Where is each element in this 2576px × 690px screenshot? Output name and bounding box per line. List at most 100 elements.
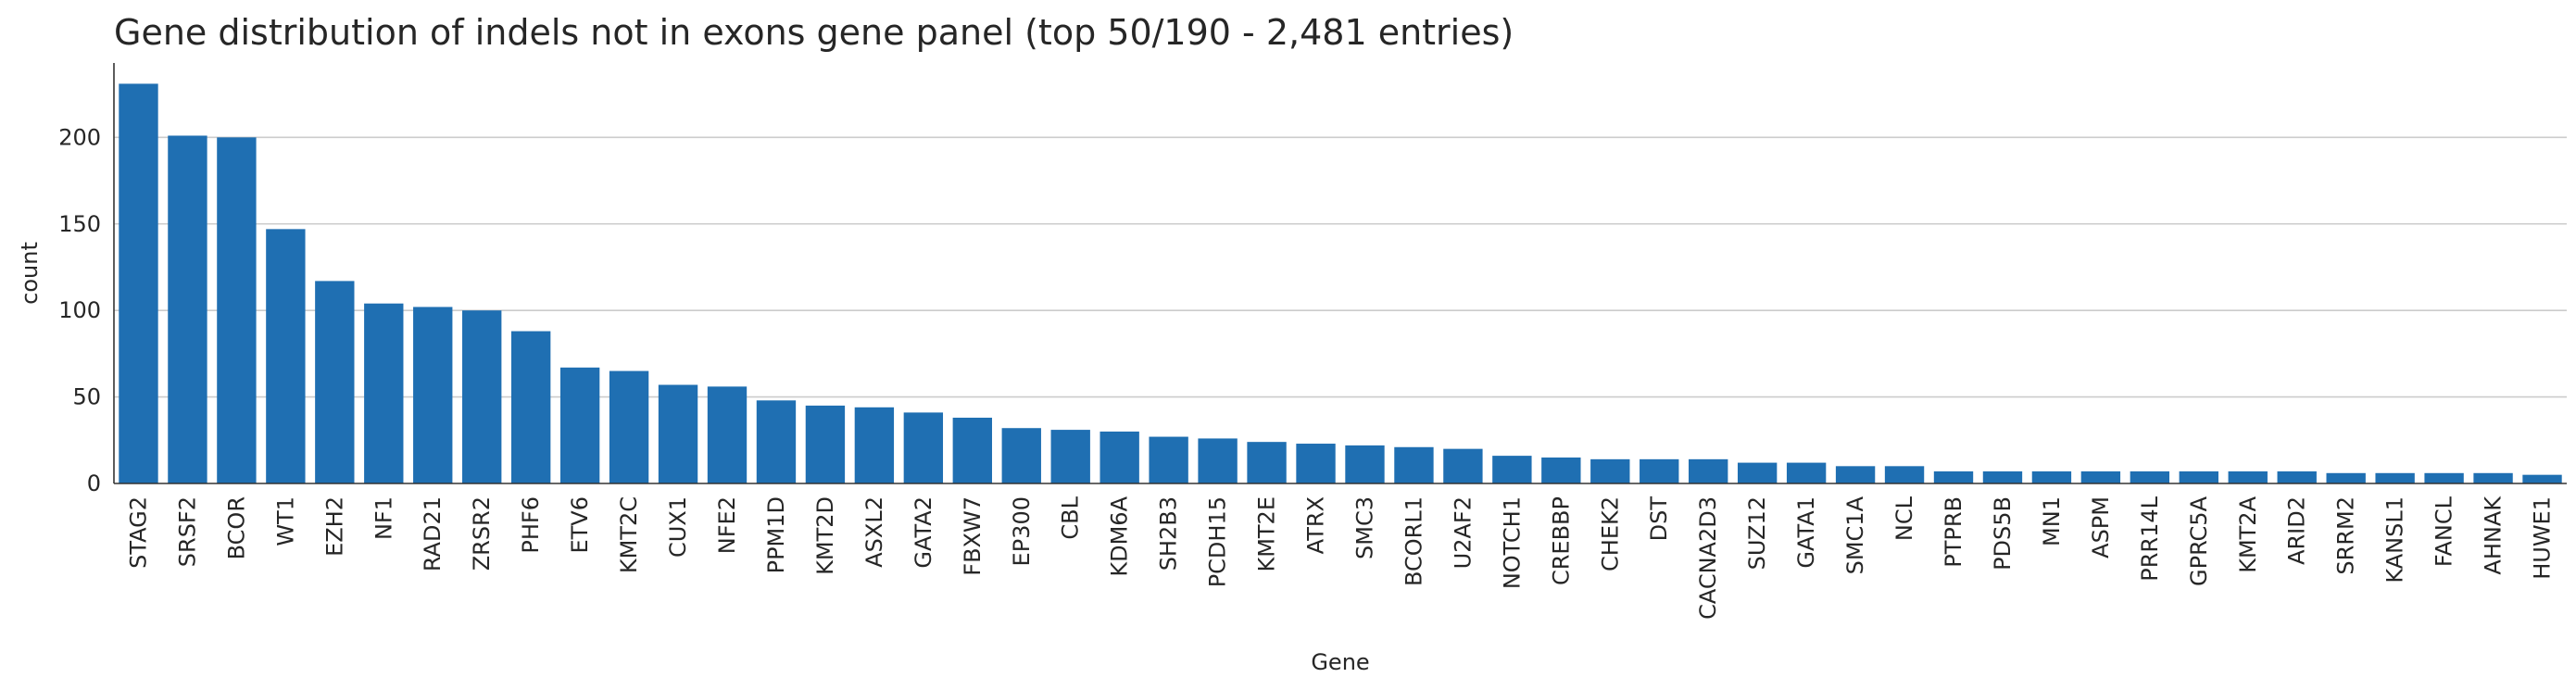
bar bbox=[217, 137, 257, 483]
bar bbox=[1443, 448, 1483, 483]
x-tick-label: SMC1A bbox=[1842, 496, 1868, 574]
x-tick-label: PTPRB bbox=[1941, 496, 1967, 568]
x-tick-label: CBL bbox=[1058, 496, 1084, 539]
bar bbox=[2228, 470, 2268, 483]
x-tick-label: NF1 bbox=[371, 496, 396, 540]
x-tick-label: NFE2 bbox=[714, 496, 740, 554]
bar bbox=[1640, 458, 1679, 483]
bar bbox=[2326, 472, 2366, 483]
bar bbox=[1345, 445, 1385, 483]
bars bbox=[119, 83, 2562, 484]
x-tick-label: GATA1 bbox=[1793, 496, 1819, 569]
chart-title: Gene distribution of indels not in exons… bbox=[114, 12, 1514, 53]
bar bbox=[1247, 442, 1287, 483]
bar bbox=[1149, 436, 1188, 483]
x-tick-label: PHF6 bbox=[518, 496, 544, 554]
bar bbox=[2473, 472, 2513, 483]
x-tick-label: GPRC5A bbox=[2186, 496, 2212, 586]
x-tick-label: KDM6A bbox=[1107, 496, 1133, 576]
gridlines bbox=[114, 136, 2567, 398]
bar bbox=[1737, 462, 1778, 483]
x-tick-label: KMT2D bbox=[812, 496, 838, 575]
x-tick-label: NCL bbox=[1891, 496, 1917, 541]
bar bbox=[609, 370, 649, 483]
bar bbox=[952, 418, 992, 483]
bar bbox=[168, 135, 207, 484]
bar bbox=[1394, 446, 1434, 483]
bar bbox=[1590, 458, 1630, 483]
bar bbox=[1296, 444, 1336, 483]
x-tick-label: KMT2C bbox=[616, 496, 642, 573]
y-tick-labels: 0 50 100 150 200 bbox=[58, 124, 101, 496]
x-tick-labels: STAG2 SRSF2 BCOR WT1 EZH2 NF1 RAD21 ZRSR2 PHF6 ET… bbox=[125, 496, 2555, 620]
x-tick-label: MN1 bbox=[2039, 496, 2065, 546]
x-tick-label: STAG2 bbox=[125, 496, 151, 569]
x-tick-label: KANSL1 bbox=[2382, 496, 2408, 583]
y-tick-label: 100 bbox=[58, 297, 101, 323]
bar bbox=[364, 303, 404, 483]
x-tick-label: FANCL bbox=[2431, 496, 2457, 567]
x-tick-label: SRRM2 bbox=[2333, 496, 2359, 575]
x-tick-label: DST bbox=[1646, 496, 1672, 542]
bar bbox=[1835, 466, 1876, 483]
x-tick-label: SUZ12 bbox=[1744, 496, 1770, 570]
x-tick-label: CREBBP bbox=[1548, 496, 1574, 585]
bar bbox=[2031, 470, 2072, 483]
x-tick-label: CACNA2D3 bbox=[1695, 496, 1721, 620]
x-tick-label: KMT2E bbox=[1254, 496, 1280, 572]
bar bbox=[1689, 458, 1728, 483]
y-tick-label: 150 bbox=[58, 211, 101, 237]
bar bbox=[1492, 456, 1532, 483]
x-tick-label: ATRX bbox=[1303, 496, 1329, 554]
bar bbox=[1100, 431, 1139, 483]
bar bbox=[2375, 472, 2415, 483]
bar bbox=[1541, 457, 1581, 483]
bar bbox=[903, 412, 944, 483]
x-tick-label: ASXL2 bbox=[861, 496, 887, 568]
x-tick-label: EZH2 bbox=[321, 496, 347, 557]
bar bbox=[266, 229, 306, 483]
x-tick-label: GATA2 bbox=[911, 496, 936, 569]
bar bbox=[2080, 470, 2121, 483]
x-tick-label: SH2B3 bbox=[1156, 496, 1182, 571]
x-tick-label: CUX1 bbox=[665, 496, 691, 558]
bar bbox=[119, 83, 158, 484]
x-tick-label: PDS5B bbox=[1990, 496, 2016, 571]
x-tick-label: ASPM bbox=[2088, 496, 2114, 558]
x-tick-label: PPM1D bbox=[763, 496, 789, 573]
bar bbox=[1982, 470, 2023, 483]
bar bbox=[2277, 470, 2317, 483]
bar bbox=[805, 405, 846, 483]
x-tick-label: AHNAK bbox=[2481, 496, 2507, 575]
bar bbox=[1786, 462, 1827, 483]
bar bbox=[854, 407, 895, 483]
bar bbox=[658, 384, 698, 483]
y-tick-label: 200 bbox=[58, 124, 101, 150]
bar bbox=[756, 400, 797, 483]
bar bbox=[1198, 438, 1238, 483]
x-tick-label: SMC3 bbox=[1351, 496, 1377, 559]
x-tick-label: FBXW7 bbox=[960, 496, 986, 576]
bar bbox=[2522, 474, 2562, 483]
x-tick-label: ETV6 bbox=[567, 496, 593, 554]
x-axis-label: Gene bbox=[1311, 649, 1369, 675]
bar bbox=[413, 307, 453, 483]
x-tick-label: U2AF2 bbox=[1450, 496, 1476, 569]
x-tick-label: PRR14L bbox=[2137, 496, 2163, 581]
x-tick-label: PCDH15 bbox=[1205, 496, 1231, 587]
y-axis-label: count bbox=[17, 242, 43, 305]
x-tick-label: ARID2 bbox=[2284, 496, 2310, 565]
bar bbox=[510, 331, 551, 483]
x-tick-label: HUWE1 bbox=[2530, 496, 2556, 580]
x-tick-label: BCOR bbox=[223, 496, 249, 559]
x-tick-label: EP300 bbox=[1009, 496, 1035, 566]
bar bbox=[1001, 428, 1041, 483]
y-tick-label: 50 bbox=[72, 384, 101, 410]
x-tick-label: BCORL1 bbox=[1401, 496, 1426, 586]
x-tick-label: ZRSR2 bbox=[469, 496, 495, 571]
bar bbox=[559, 367, 600, 483]
bar bbox=[1933, 470, 1974, 483]
bar bbox=[2424, 472, 2464, 483]
